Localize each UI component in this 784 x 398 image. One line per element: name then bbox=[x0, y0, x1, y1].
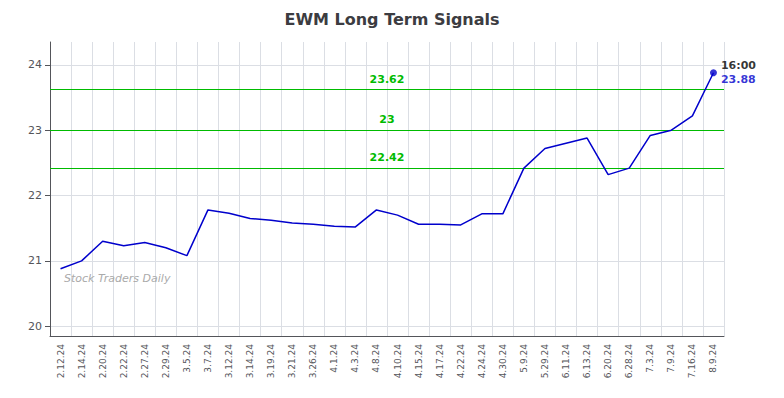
svg-text:3.14.24: 3.14.24 bbox=[245, 344, 255, 379]
svg-text:6.13.24: 6.13.24 bbox=[582, 344, 592, 379]
svg-text:5.29.24: 5.29.24 bbox=[540, 344, 550, 379]
svg-text:3.26.24: 3.26.24 bbox=[308, 344, 318, 379]
svg-text:7.9.24: 7.9.24 bbox=[666, 344, 676, 373]
svg-text:Stock Traders Daily: Stock Traders Daily bbox=[64, 272, 171, 285]
svg-text:2.14.24: 2.14.24 bbox=[77, 344, 87, 379]
svg-text:3.7.24: 3.7.24 bbox=[203, 344, 213, 373]
svg-text:2.22.24: 2.22.24 bbox=[119, 344, 129, 379]
svg-text:23.62: 23.62 bbox=[370, 73, 405, 86]
svg-text:3.5.24: 3.5.24 bbox=[182, 344, 192, 373]
svg-text:4.1.24: 4.1.24 bbox=[329, 344, 339, 373]
svg-text:23: 23 bbox=[379, 113, 394, 126]
svg-text:20: 20 bbox=[28, 320, 42, 333]
svg-text:4.17.24: 4.17.24 bbox=[435, 344, 445, 379]
svg-text:EWM Long Term Signals: EWM Long Term Signals bbox=[284, 10, 499, 29]
svg-text:6.20.24: 6.20.24 bbox=[603, 344, 613, 379]
svg-text:8.9.24: 8.9.24 bbox=[708, 344, 718, 373]
svg-text:2.29.24: 2.29.24 bbox=[161, 344, 171, 379]
svg-text:3.21.24: 3.21.24 bbox=[287, 344, 297, 379]
svg-text:4.30.24: 4.30.24 bbox=[498, 344, 508, 379]
svg-text:6.11.24: 6.11.24 bbox=[561, 344, 571, 379]
svg-text:2.20.24: 2.20.24 bbox=[98, 344, 108, 379]
svg-text:3.19.24: 3.19.24 bbox=[266, 344, 276, 379]
svg-text:22.42: 22.42 bbox=[370, 151, 405, 164]
svg-text:4.3.24: 4.3.24 bbox=[350, 344, 360, 373]
svg-text:4.8.24: 4.8.24 bbox=[371, 344, 381, 373]
svg-text:22: 22 bbox=[28, 189, 42, 202]
svg-text:3.12.24: 3.12.24 bbox=[224, 344, 234, 379]
svg-text:5.9.24: 5.9.24 bbox=[519, 344, 529, 373]
svg-text:4.10.24: 4.10.24 bbox=[393, 344, 403, 379]
svg-text:21: 21 bbox=[28, 254, 42, 267]
svg-text:4.15.24: 4.15.24 bbox=[414, 344, 424, 379]
svg-text:23.88: 23.88 bbox=[721, 73, 756, 86]
svg-text:16:00: 16:00 bbox=[721, 59, 756, 72]
svg-text:4.24.24: 4.24.24 bbox=[477, 344, 487, 379]
svg-text:2.12.24: 2.12.24 bbox=[56, 344, 66, 379]
svg-text:24: 24 bbox=[28, 58, 42, 71]
svg-text:6.28.24: 6.28.24 bbox=[624, 344, 634, 379]
svg-text:2.27.24: 2.27.24 bbox=[140, 344, 150, 379]
svg-text:23: 23 bbox=[28, 124, 42, 137]
svg-text:7.3.24: 7.3.24 bbox=[645, 344, 655, 373]
svg-text:4.22.24: 4.22.24 bbox=[456, 344, 466, 379]
svg-text:7.16.24: 7.16.24 bbox=[687, 344, 697, 379]
